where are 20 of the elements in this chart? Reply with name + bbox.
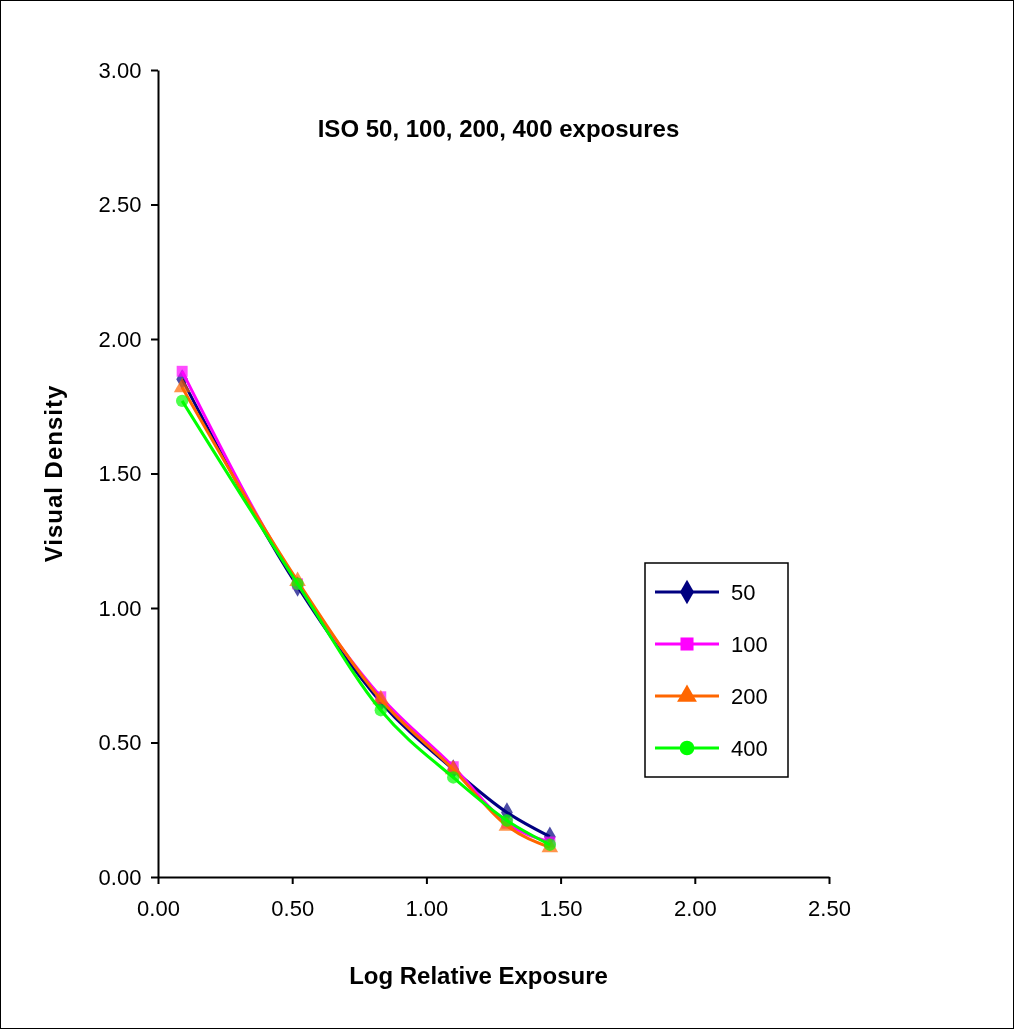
legend-label: 100 xyxy=(731,632,768,657)
x-tick-label: 1.50 xyxy=(539,895,583,921)
x-tick-label: 2.00 xyxy=(673,895,717,921)
y-tick-label: 1.50 xyxy=(98,461,142,487)
x-tick-label: 2.50 xyxy=(808,895,851,921)
legend-label: 50 xyxy=(731,580,756,605)
y-tick-label: 2.50 xyxy=(98,192,142,218)
y-tick-label: 0.50 xyxy=(98,730,142,756)
y-tick-label: 0.00 xyxy=(98,864,142,890)
legend-label: 200 xyxy=(731,684,768,709)
x-tick-label: 1.00 xyxy=(405,895,449,921)
legend-label: 400 xyxy=(731,736,768,761)
y-tick-label: 3.00 xyxy=(98,57,142,83)
x-tick-label: 0.50 xyxy=(271,895,315,921)
y-tick-label: 2.00 xyxy=(98,326,142,352)
x-axis-title: Log Relative Exposure xyxy=(349,962,608,989)
y-axis-title: Visual Density xyxy=(40,384,67,563)
text: ISO 50, 100, 200, 400 exposures xyxy=(317,115,680,142)
y-tick-label: 1.00 xyxy=(98,595,142,621)
x-tick-label: 0.00 xyxy=(137,895,180,921)
